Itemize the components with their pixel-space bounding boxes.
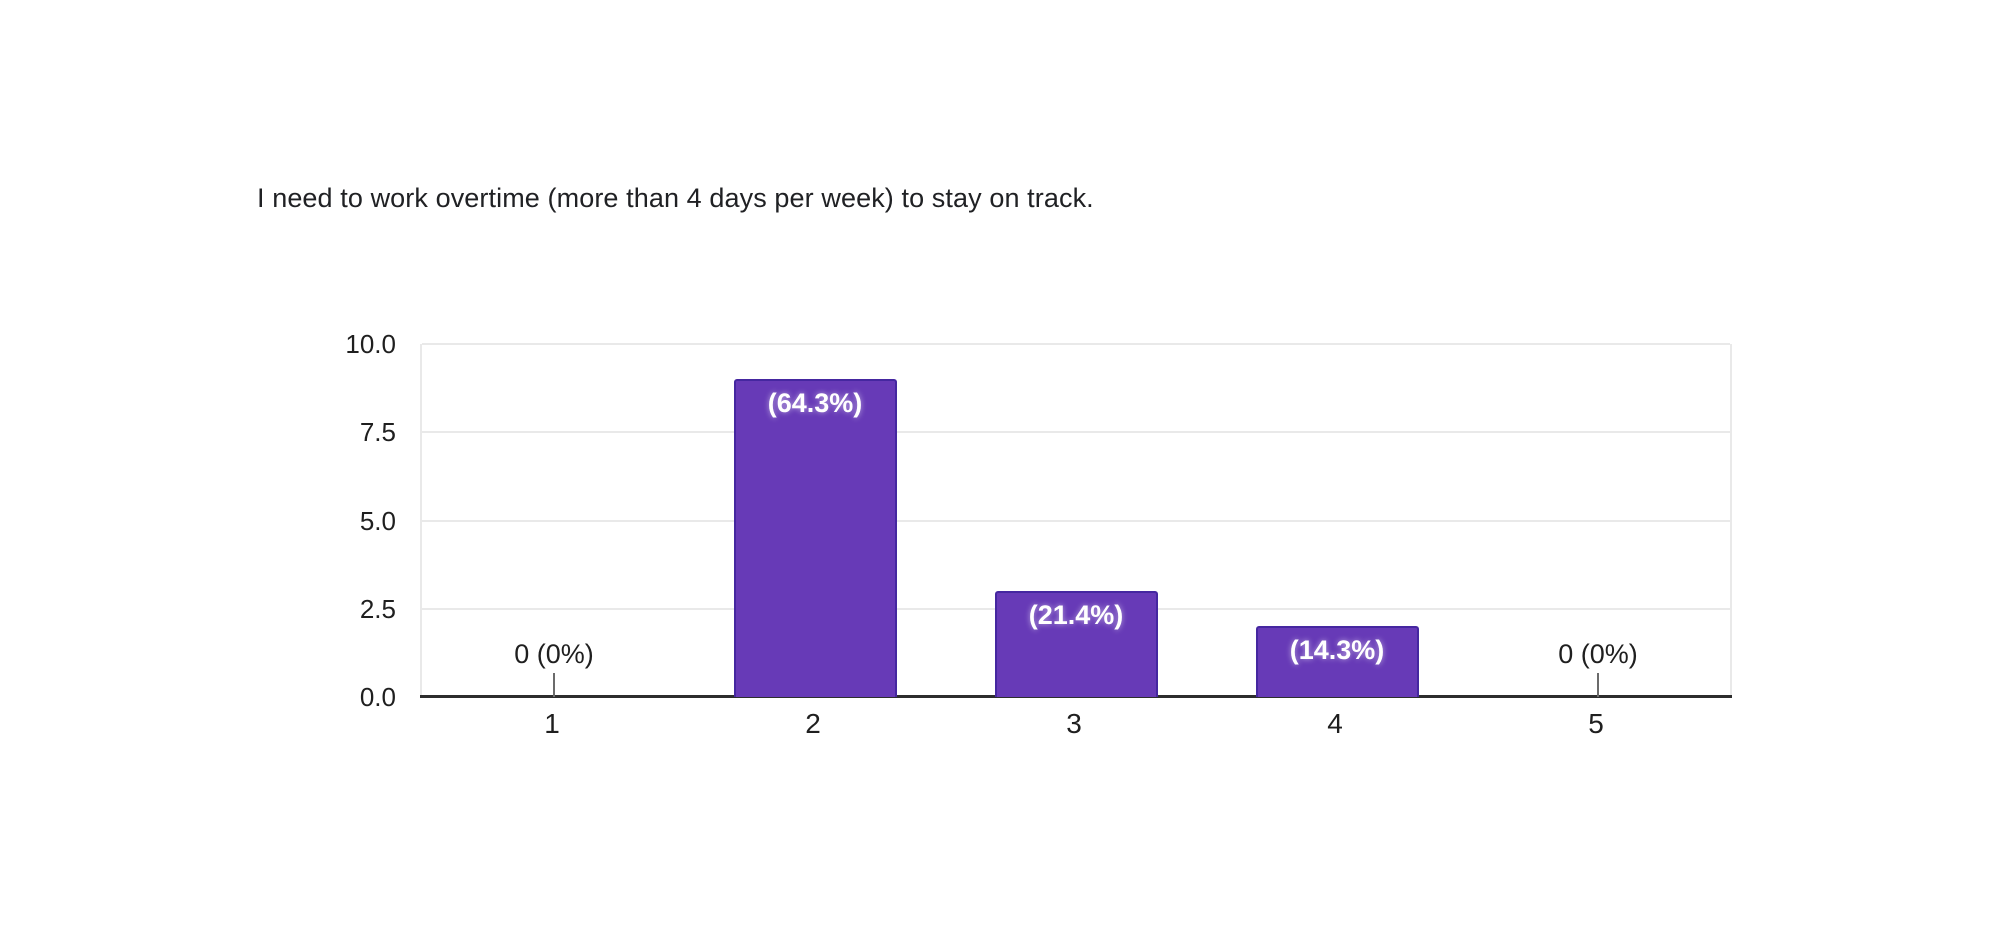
- gridline-7.5: [422, 431, 1730, 434]
- zero-bar-stem-5: [1597, 673, 1599, 697]
- zero-value-label-1: 0 (0%): [514, 639, 594, 669]
- bar-option-3: (21.4%): [994, 591, 1158, 697]
- bar-option-4: (14.3%): [1255, 626, 1419, 697]
- bar-value-label-3: (21.4%): [1028, 600, 1124, 631]
- zero-bar-stem-1: [553, 673, 555, 697]
- plot-area: 0 (0%) (64.3%) (21.4%) (14.3%) 0 (0%): [420, 343, 1732, 698]
- zero-value-label-5: 0 (0%): [1558, 639, 1638, 669]
- x-tick-label-3: 3: [1066, 708, 1082, 739]
- x-tick-label-2: 2: [805, 708, 821, 739]
- bar-option-2: (64.3%): [733, 379, 897, 697]
- y-tick-label-5.0: 5.0: [359, 505, 396, 536]
- bar-value-label-4: (14.3%): [1289, 635, 1385, 666]
- chart-title: I need to work overtime (more than 4 day…: [257, 183, 1094, 213]
- x-tick-label-1: 1: [544, 708, 560, 739]
- x-tick-label-5: 5: [1588, 708, 1604, 739]
- gridline-5.0: [422, 519, 1730, 522]
- y-tick-label-2.5: 2.5: [359, 593, 396, 624]
- y-tick-label-0.0: 0.0: [359, 682, 396, 712]
- x-tick-label-4: 4: [1327, 708, 1343, 739]
- y-tick-label-10.0: 10.0: [345, 329, 396, 359]
- bar-value-label-2: (64.3%): [767, 388, 863, 419]
- y-tick-label-7.5: 7.5: [359, 417, 396, 448]
- gridline-10.0: [422, 343, 1730, 345]
